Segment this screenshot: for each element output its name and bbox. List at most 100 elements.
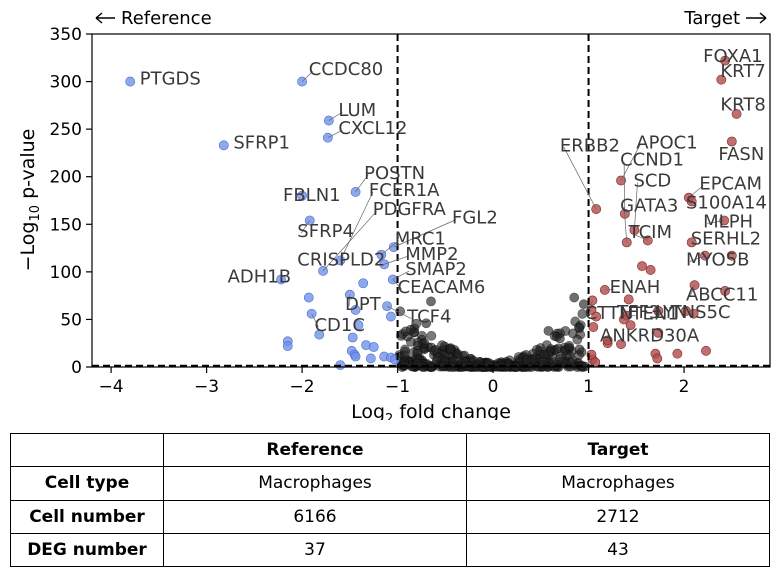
down-point bbox=[353, 320, 364, 331]
direction-left-label: Reference bbox=[121, 8, 212, 29]
down-point bbox=[303, 292, 314, 303]
gene-label: MRC1 bbox=[395, 229, 446, 250]
x-tick-label: 1 bbox=[583, 377, 594, 397]
label-leader-line bbox=[355, 174, 369, 193]
down-point bbox=[125, 76, 136, 87]
gene-label: CCDC80 bbox=[309, 59, 383, 80]
label-leader-line bbox=[392, 279, 402, 290]
comparison-table: Reference Target Cell type Macrophages M… bbox=[10, 432, 770, 568]
cell-number-reference: 6166 bbox=[163, 499, 467, 534]
label-leader-line bbox=[689, 255, 706, 262]
gene-label: CD1C bbox=[314, 315, 364, 336]
up-point bbox=[731, 109, 742, 119]
direction-right-label: Target bbox=[683, 8, 740, 29]
x-tick-label: −3 bbox=[194, 377, 219, 397]
label-leader-line bbox=[689, 285, 695, 297]
y-tick-label: 250 bbox=[50, 120, 82, 140]
ns-point bbox=[572, 334, 583, 345]
gene-label: DPT bbox=[345, 294, 382, 315]
up-point bbox=[588, 322, 599, 332]
up-point bbox=[653, 305, 664, 316]
ns-point bbox=[405, 324, 416, 335]
down-point bbox=[358, 278, 369, 289]
gene-label: SMAP2 bbox=[405, 259, 467, 280]
up-point bbox=[726, 136, 737, 147]
x-tick-label: −2 bbox=[290, 377, 315, 397]
row-label-deg-number: DEG number bbox=[10, 532, 164, 568]
gene-label: TCIM bbox=[628, 222, 672, 243]
y-tick-label: 0 bbox=[71, 358, 82, 378]
deg-number-reference: 37 bbox=[163, 532, 467, 568]
ns-point bbox=[413, 337, 423, 348]
label-leader-line bbox=[688, 185, 704, 198]
ns-point bbox=[400, 346, 410, 357]
label-leader-line bbox=[604, 288, 614, 291]
gene-label: CEACAM6 bbox=[398, 277, 486, 298]
ns-point bbox=[429, 345, 439, 356]
row-label-cell-type: Cell type bbox=[10, 466, 164, 501]
down-point bbox=[347, 332, 358, 343]
label-leader-line bbox=[603, 337, 608, 341]
up-point bbox=[625, 320, 636, 331]
y-tick-label: 350 bbox=[50, 25, 82, 45]
up-point bbox=[720, 285, 731, 296]
ns-point bbox=[426, 330, 437, 341]
gene-label: FBLN1 bbox=[283, 185, 341, 206]
gene-label: CRISPLD2 bbox=[297, 249, 385, 270]
y-tick-label: 50 bbox=[60, 310, 82, 330]
gene-label: FGL2 bbox=[452, 208, 498, 229]
table-row: Cell type Macrophages Macrophages bbox=[10, 466, 770, 501]
label-leader-line bbox=[301, 220, 311, 234]
gene-label: GATA3 bbox=[620, 195, 678, 216]
label-leader-line bbox=[634, 182, 638, 231]
label-leader-line bbox=[301, 70, 314, 82]
down-point bbox=[385, 311, 396, 322]
gene-label: ADH1B bbox=[228, 267, 292, 288]
x-tick-label: 2 bbox=[679, 377, 690, 397]
gene-label: LYN bbox=[655, 302, 687, 323]
direction-right: Target bbox=[683, 8, 767, 29]
arrow-right-icon bbox=[746, 12, 767, 24]
ns-point bbox=[521, 354, 532, 365]
label-leader-line bbox=[348, 294, 351, 307]
cell-type-target: Macrophages bbox=[466, 466, 770, 501]
up-point bbox=[701, 345, 711, 356]
down-point bbox=[368, 342, 379, 352]
gene-label: FCER1A bbox=[369, 180, 440, 201]
label-leader-line bbox=[689, 201, 692, 205]
up-point bbox=[637, 261, 647, 272]
label-leader-line bbox=[623, 161, 626, 214]
gene-label: MLPH bbox=[703, 211, 753, 232]
gene-label: SERHL2 bbox=[691, 229, 761, 250]
up-point bbox=[645, 265, 656, 275]
arrow-left-icon bbox=[95, 12, 115, 24]
gene-label: ABCC11 bbox=[686, 285, 758, 306]
label-leader-line bbox=[392, 270, 410, 280]
axes: −4 −3 −2 −1 0 1 2 0 50 100 150 200 250 300 350 bbox=[50, 25, 690, 397]
gene-label: TFF3 bbox=[616, 302, 660, 323]
down-point bbox=[350, 351, 361, 362]
label-leader-line bbox=[691, 240, 695, 243]
down-point bbox=[350, 305, 361, 315]
up-point bbox=[653, 327, 664, 338]
gene-label: PTGDS bbox=[140, 69, 201, 90]
y-axis-title: −Log10 p-value bbox=[17, 129, 43, 272]
down-point bbox=[365, 353, 376, 364]
table-row: Cell number 6166 2712 bbox=[10, 499, 770, 534]
y-tick-label: 300 bbox=[50, 73, 82, 93]
label-leader-line bbox=[384, 255, 410, 265]
gene-label: SFRP4 bbox=[297, 221, 354, 242]
label-leader-line bbox=[563, 147, 597, 210]
ns-point bbox=[564, 340, 575, 351]
gene-label: FOXA1 bbox=[703, 46, 762, 67]
table-header-target: Target bbox=[466, 432, 770, 468]
label-leader-line bbox=[322, 210, 378, 272]
down-point bbox=[218, 140, 229, 151]
table-header-row: Reference Target bbox=[10, 432, 770, 468]
gene-label: LUM bbox=[338, 100, 376, 121]
ns-point bbox=[426, 296, 436, 307]
label-leader-line bbox=[327, 129, 343, 139]
cell-number-target: 2712 bbox=[466, 499, 770, 534]
label-leader-line bbox=[632, 233, 648, 241]
up-point bbox=[716, 74, 727, 85]
